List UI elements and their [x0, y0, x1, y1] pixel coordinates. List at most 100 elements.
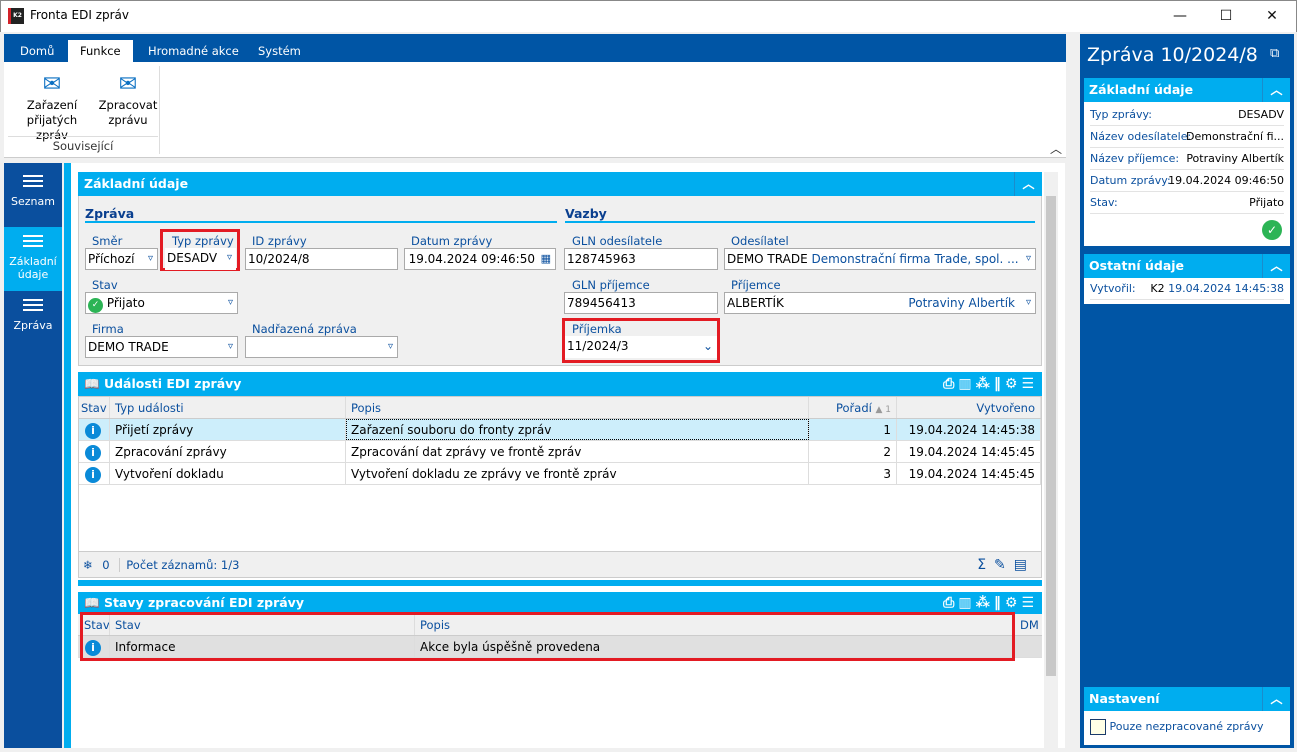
- info-icon: i: [85, 423, 101, 439]
- id-zpravy-input[interactable]: 10/2024/8: [245, 248, 398, 270]
- events-footer: ❄ 0 Počet záznamů: 1/3 Σ✎▤: [79, 551, 1041, 577]
- typ-zpravy-select[interactable]: DESADV ▿: [165, 248, 236, 270]
- col-typ-udalosti[interactable]: Typ události: [110, 397, 346, 418]
- col-dm[interactable]: DM: [1020, 618, 1039, 632]
- calendar-icon: ▦: [540, 252, 551, 265]
- tab-domu[interactable]: Domů: [20, 44, 55, 58]
- firma-select[interactable]: DEMO TRADE ▿: [85, 336, 238, 358]
- stav-select[interactable]: ✓ Přijato ▿: [85, 292, 238, 314]
- events-panel-header: 📖 Události EDI zprávy ⎙▥⁂‖⚙☰: [78, 372, 1042, 396]
- col-popis[interactable]: Popis: [346, 397, 809, 418]
- collapse-ribbon-icon[interactable]: ︿: [1050, 142, 1063, 156]
- ribbon-group-label: Související: [8, 136, 158, 153]
- prijemka-label: Příjemka: [572, 322, 622, 336]
- col-stav[interactable]: Stav: [79, 397, 110, 418]
- tab-hromadne-akce[interactable]: Hromadné akce: [148, 44, 239, 58]
- maximize-button[interactable]: ☐: [1219, 8, 1233, 24]
- states-panel-header: 📖 Stavy zpracování EDI zprávy ⎙▥⁂‖⚙☰: [78, 592, 1042, 614]
- gln-odesilatele-input[interactable]: 128745963: [564, 248, 718, 270]
- section-vazby: Vazby: [565, 206, 1035, 223]
- ribbon-separator: [159, 66, 160, 154]
- window-title: Fronta EDI zpráv: [30, 8, 129, 22]
- collapse-chevron-icon[interactable]: ︿: [1262, 254, 1290, 278]
- id-zpravy-label: ID zprávy: [252, 234, 307, 248]
- smer-select[interactable]: Příchozí ▿: [85, 248, 158, 270]
- pouze-nezpracovane-checkbox[interactable]: Pouze nezpracované zprávy: [1084, 711, 1290, 743]
- states-grid: Stav Stav Popis DM i Informace Akce byla…: [78, 614, 1042, 748]
- minimize-button[interactable]: —: [1173, 8, 1187, 24]
- dropdown-icon: ▿: [227, 341, 233, 352]
- detail-row: Název příjemce: Potraviny Albertík: [1090, 148, 1284, 170]
- envelopes-icon: ✉: [42, 72, 62, 97]
- nav-zakladni-udaje[interactable]: Základní údaje: [4, 227, 62, 291]
- tab-system[interactable]: Systém: [258, 44, 301, 58]
- highlight-states-table: [80, 612, 1015, 661]
- table-row[interactable]: i Vytvoření dokladu Vytvoření dokladu ze…: [79, 463, 1041, 485]
- record-count: Počet záznamů: 1/3: [119, 558, 246, 572]
- table-row[interactable]: i Zpracování zprávy Zpracování dat zpráv…: [79, 441, 1041, 463]
- open-external-icon[interactable]: ⧉: [1270, 46, 1280, 61]
- stav-label: Stav: [92, 278, 118, 292]
- gln-prijemce-label: GLN příjemce: [572, 278, 650, 292]
- info-icon: i: [85, 445, 101, 461]
- nadrazena-zprava-select[interactable]: ▿: [245, 336, 398, 358]
- col-stav-icon[interactable]: Stav: [82, 614, 110, 635]
- list-icon: [23, 235, 43, 247]
- nadrazena-zprava-label: Nadřazená zpráva: [252, 322, 357, 336]
- nav-seznam[interactable]: Seznam: [4, 163, 62, 225]
- typ-zpravy-label: Typ zprávy: [172, 234, 234, 248]
- ribbon-tabs: [4, 34, 1066, 62]
- close-button[interactable]: ✕: [1266, 8, 1278, 24]
- basic-form: [78, 196, 1042, 366]
- col-poradi[interactable]: Pořadí ▲ 1: [809, 397, 897, 418]
- prijemce-label: Příjemce: [731, 278, 781, 292]
- checkbox[interactable]: [1090, 719, 1106, 735]
- detail-row: Typ zprávy: DESADV: [1090, 104, 1284, 126]
- col-vytvoreno[interactable]: Vytvořeno: [897, 397, 1041, 418]
- odesilatel-select[interactable]: DEMO TRADE Demonstrační firma Trade, spo…: [724, 248, 1036, 270]
- chevron-down-icon: ⌄: [702, 339, 713, 353]
- info-icon: i: [85, 467, 101, 483]
- right-basic-box: Základní údaje ︿ Typ zprávy: DESADV Název o…: [1084, 78, 1290, 246]
- tab-funkce[interactable]: Funkce: [68, 40, 133, 62]
- detail-row: Datum zprávy: 19.04.2024 09:46:50: [1090, 170, 1284, 192]
- dropdown-icon: ▿: [147, 253, 153, 264]
- table-row[interactable]: i Informace Akce byla úspěšně provedena: [78, 636, 1042, 658]
- sort-asc-icon: ▲ 1: [875, 405, 891, 415]
- table-row[interactable]: i Přijetí zprávy Zařazení souboru do fro…: [79, 419, 1041, 441]
- dropdown-icon: ▿: [387, 341, 393, 352]
- firma-label: Firma: [92, 322, 124, 336]
- prijemce-select[interactable]: ALBERTÍK Potraviny Albertík ▿: [724, 292, 1036, 314]
- dropdown-icon: ▿: [227, 297, 233, 308]
- datum-zpravy-input[interactable]: 19.04.2024 09:46:50 ▦: [404, 248, 556, 270]
- highlight-prijemka: [562, 318, 720, 363]
- right-other-box: Ostatní údaje ︿ Vytvořil: K2 19.04.2024 14…: [1084, 254, 1290, 304]
- info-icon: i: [85, 640, 101, 656]
- events-grid: Stav Typ události Popis Pořadí ▲ 1 Vytvo…: [78, 396, 1042, 578]
- dropdown-icon: ▿: [226, 252, 232, 263]
- zpracovat-zpravu-button[interactable]: ✉ Zpracovat zprávu: [96, 72, 160, 128]
- odesilatel-label: Odesílatel: [731, 234, 789, 248]
- zarazeni-prijatych-zprav-button[interactable]: ✉ Zařazení přijatých zpráv: [12, 72, 92, 143]
- vertical-scrollbar[interactable]: [1044, 172, 1058, 748]
- footer-tools[interactable]: Σ✎▤: [977, 557, 1035, 573]
- gln-prijemce-input[interactable]: 789456413: [564, 292, 718, 314]
- snowflake-icon[interactable]: ❄: [83, 558, 93, 572]
- book-icon: 📖: [84, 376, 100, 391]
- ribbon: [4, 62, 1066, 158]
- right-panel-title: Zpráva 10/2024/8: [1087, 44, 1258, 66]
- splitter-handle[interactable]: [78, 580, 1042, 586]
- collapse-chevron-icon[interactable]: ︿: [1014, 172, 1042, 196]
- grid-toolbar[interactable]: ⎙▥⁂‖⚙☰: [943, 376, 1038, 392]
- collapse-chevron-icon[interactable]: ︿: [1262, 78, 1290, 102]
- nav-zprava[interactable]: Zpráva: [4, 293, 62, 355]
- title-bar: [0, 0, 1297, 32]
- check-circle-icon: ✓: [88, 298, 103, 313]
- grid-toolbar[interactable]: ⎙▥⁂‖⚙☰: [943, 595, 1038, 611]
- col-stav[interactable]: Stav: [110, 614, 415, 635]
- prijemka-select[interactable]: 11/2024/3 ⌄: [565, 336, 717, 358]
- smer-label: Směr: [92, 234, 123, 248]
- check-circle-icon: ✓: [1262, 220, 1282, 240]
- nav-strip: [64, 163, 71, 748]
- collapse-chevron-icon[interactable]: ︿: [1262, 687, 1290, 711]
